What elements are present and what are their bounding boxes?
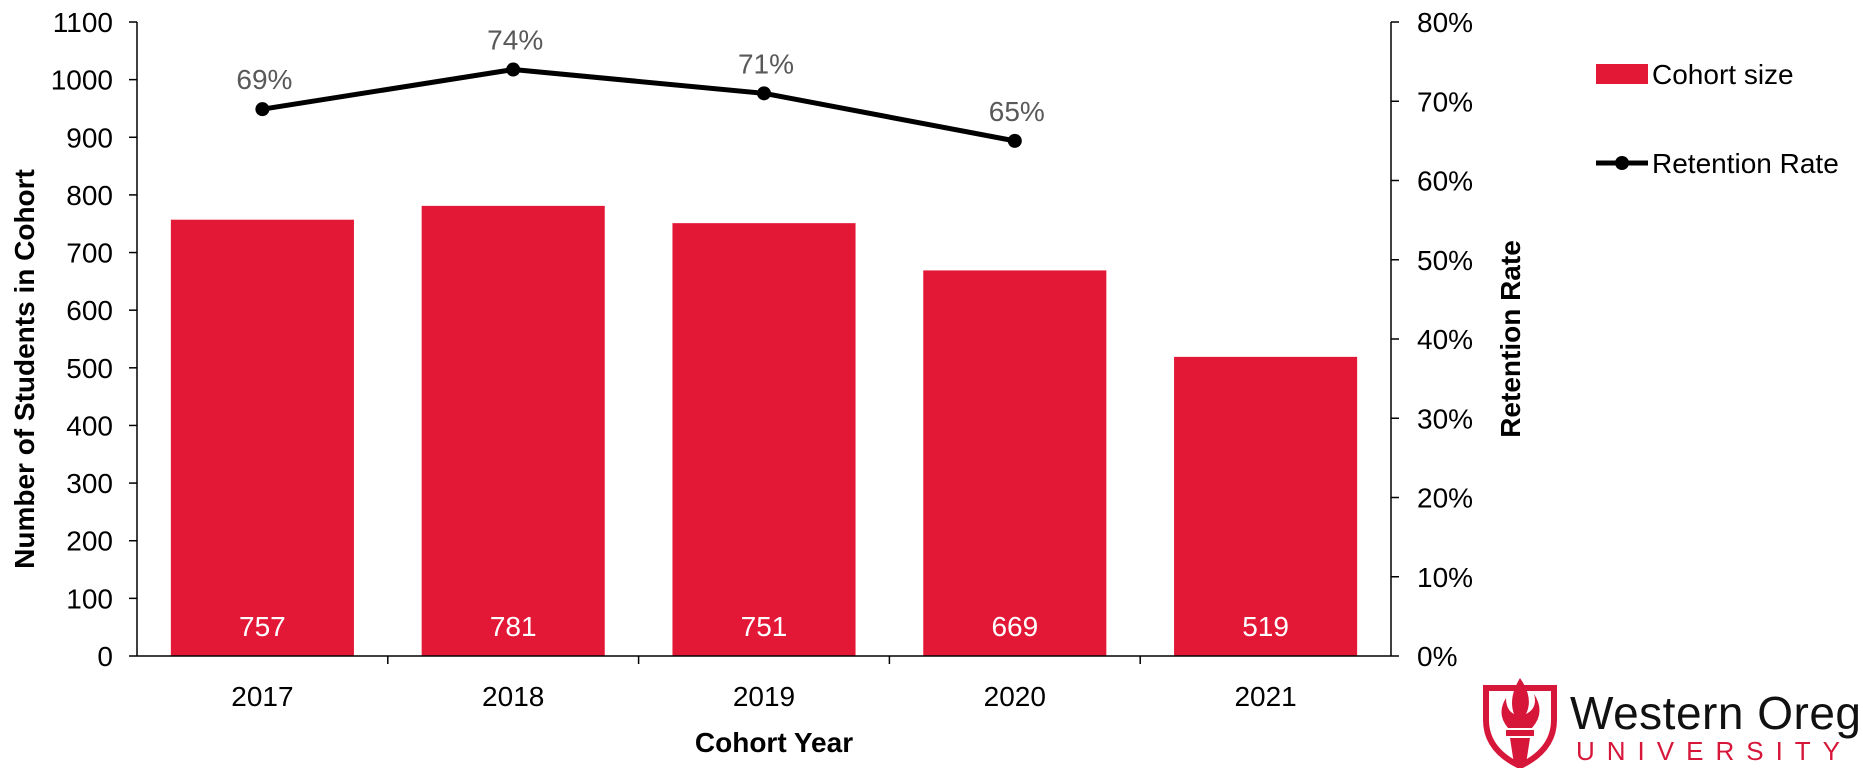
y2-tick-label: 70% [1417, 86, 1473, 117]
x-tick-label: 2017 [231, 681, 293, 712]
university-name: Western Oregon [1570, 687, 1863, 739]
bar [170, 219, 354, 656]
legend-marker-retention-rate [1615, 156, 1629, 170]
legend-label-retention-rate: Retention Rate [1652, 148, 1839, 179]
y-tick-label: 1000 [51, 65, 113, 96]
y2-tick-label: 10% [1417, 562, 1473, 593]
y-axis-title: Number of Students in Cohort [9, 169, 40, 569]
y-tick-label: 700 [66, 238, 113, 269]
y-tick-label: 300 [66, 468, 113, 499]
line-point [757, 86, 771, 101]
bar [672, 223, 856, 656]
bar-data-label: 669 [991, 611, 1038, 642]
line-data-label: 65% [989, 96, 1045, 127]
y2-tick-label: 60% [1417, 166, 1473, 197]
y2-tick-label: 80% [1417, 7, 1473, 38]
bar [923, 270, 1107, 656]
line-data-label: 69% [236, 64, 292, 95]
y2-tick-label: 20% [1417, 483, 1473, 514]
bar [421, 205, 605, 657]
x-tick-label: 2018 [482, 681, 544, 712]
y2-axis-ticks: 0% 10% 20% 30% 40% 50% 60% 70% 80% [1391, 7, 1473, 672]
y2-tick-label: 40% [1417, 324, 1473, 355]
y2-tick-label: 30% [1417, 403, 1473, 434]
bars: 757 781 751 669 519 [170, 205, 1358, 657]
bar-data-label: 751 [741, 611, 788, 642]
retention-line: 69% 74% 71% 65% [236, 25, 1045, 148]
legend-swatch-cohort-size [1596, 64, 1648, 84]
line-data-label: 74% [487, 25, 543, 56]
line-point [506, 62, 521, 77]
x-tick-label: 2019 [733, 681, 795, 712]
y-tick-label: 0 [97, 641, 113, 672]
x-axis-title: Cohort Year [695, 727, 853, 758]
y-tick-label: 900 [66, 122, 113, 153]
y2-axis-title: Retention Rate [1495, 240, 1526, 438]
y2-tick-label: 0% [1417, 641, 1457, 672]
line-point [255, 102, 270, 117]
y-tick-label: 600 [66, 295, 113, 326]
y-tick-label: 800 [66, 180, 113, 211]
torch-shield-icon [1483, 678, 1557, 768]
legend-label-cohort-size: Cohort size [1652, 59, 1794, 90]
legend: Cohort size Retention Rate [1596, 59, 1839, 179]
university-subtitle: UNIVERSITY [1576, 736, 1853, 766]
bar-data-label: 757 [239, 611, 286, 642]
y-tick-label: 100 [66, 583, 113, 614]
university-logo: Western Oregon UNIVERSITY [1472, 668, 1863, 768]
y-tick-label: 200 [66, 526, 113, 557]
bar-data-label: 781 [490, 611, 537, 642]
bar [1174, 356, 1358, 656]
y-axis-ticks: 0 100 200 300 400 500 600 700 800 900 1000 1100 [51, 7, 137, 672]
x-axis-ticks: 2017 2018 2019 2020 2021 [231, 656, 1297, 712]
y-tick-label: 500 [66, 353, 113, 384]
line-data-label: 71% [738, 48, 794, 79]
y-tick-label: 1100 [53, 7, 113, 38]
x-tick-label: 2020 [984, 681, 1046, 712]
line-point [1007, 133, 1022, 148]
y-tick-label: 400 [66, 410, 113, 441]
retention-line-path [262, 67, 1016, 144]
y2-tick-label: 50% [1417, 245, 1473, 276]
bar-data-label: 519 [1242, 611, 1289, 642]
x-tick-label: 2021 [1234, 681, 1296, 712]
